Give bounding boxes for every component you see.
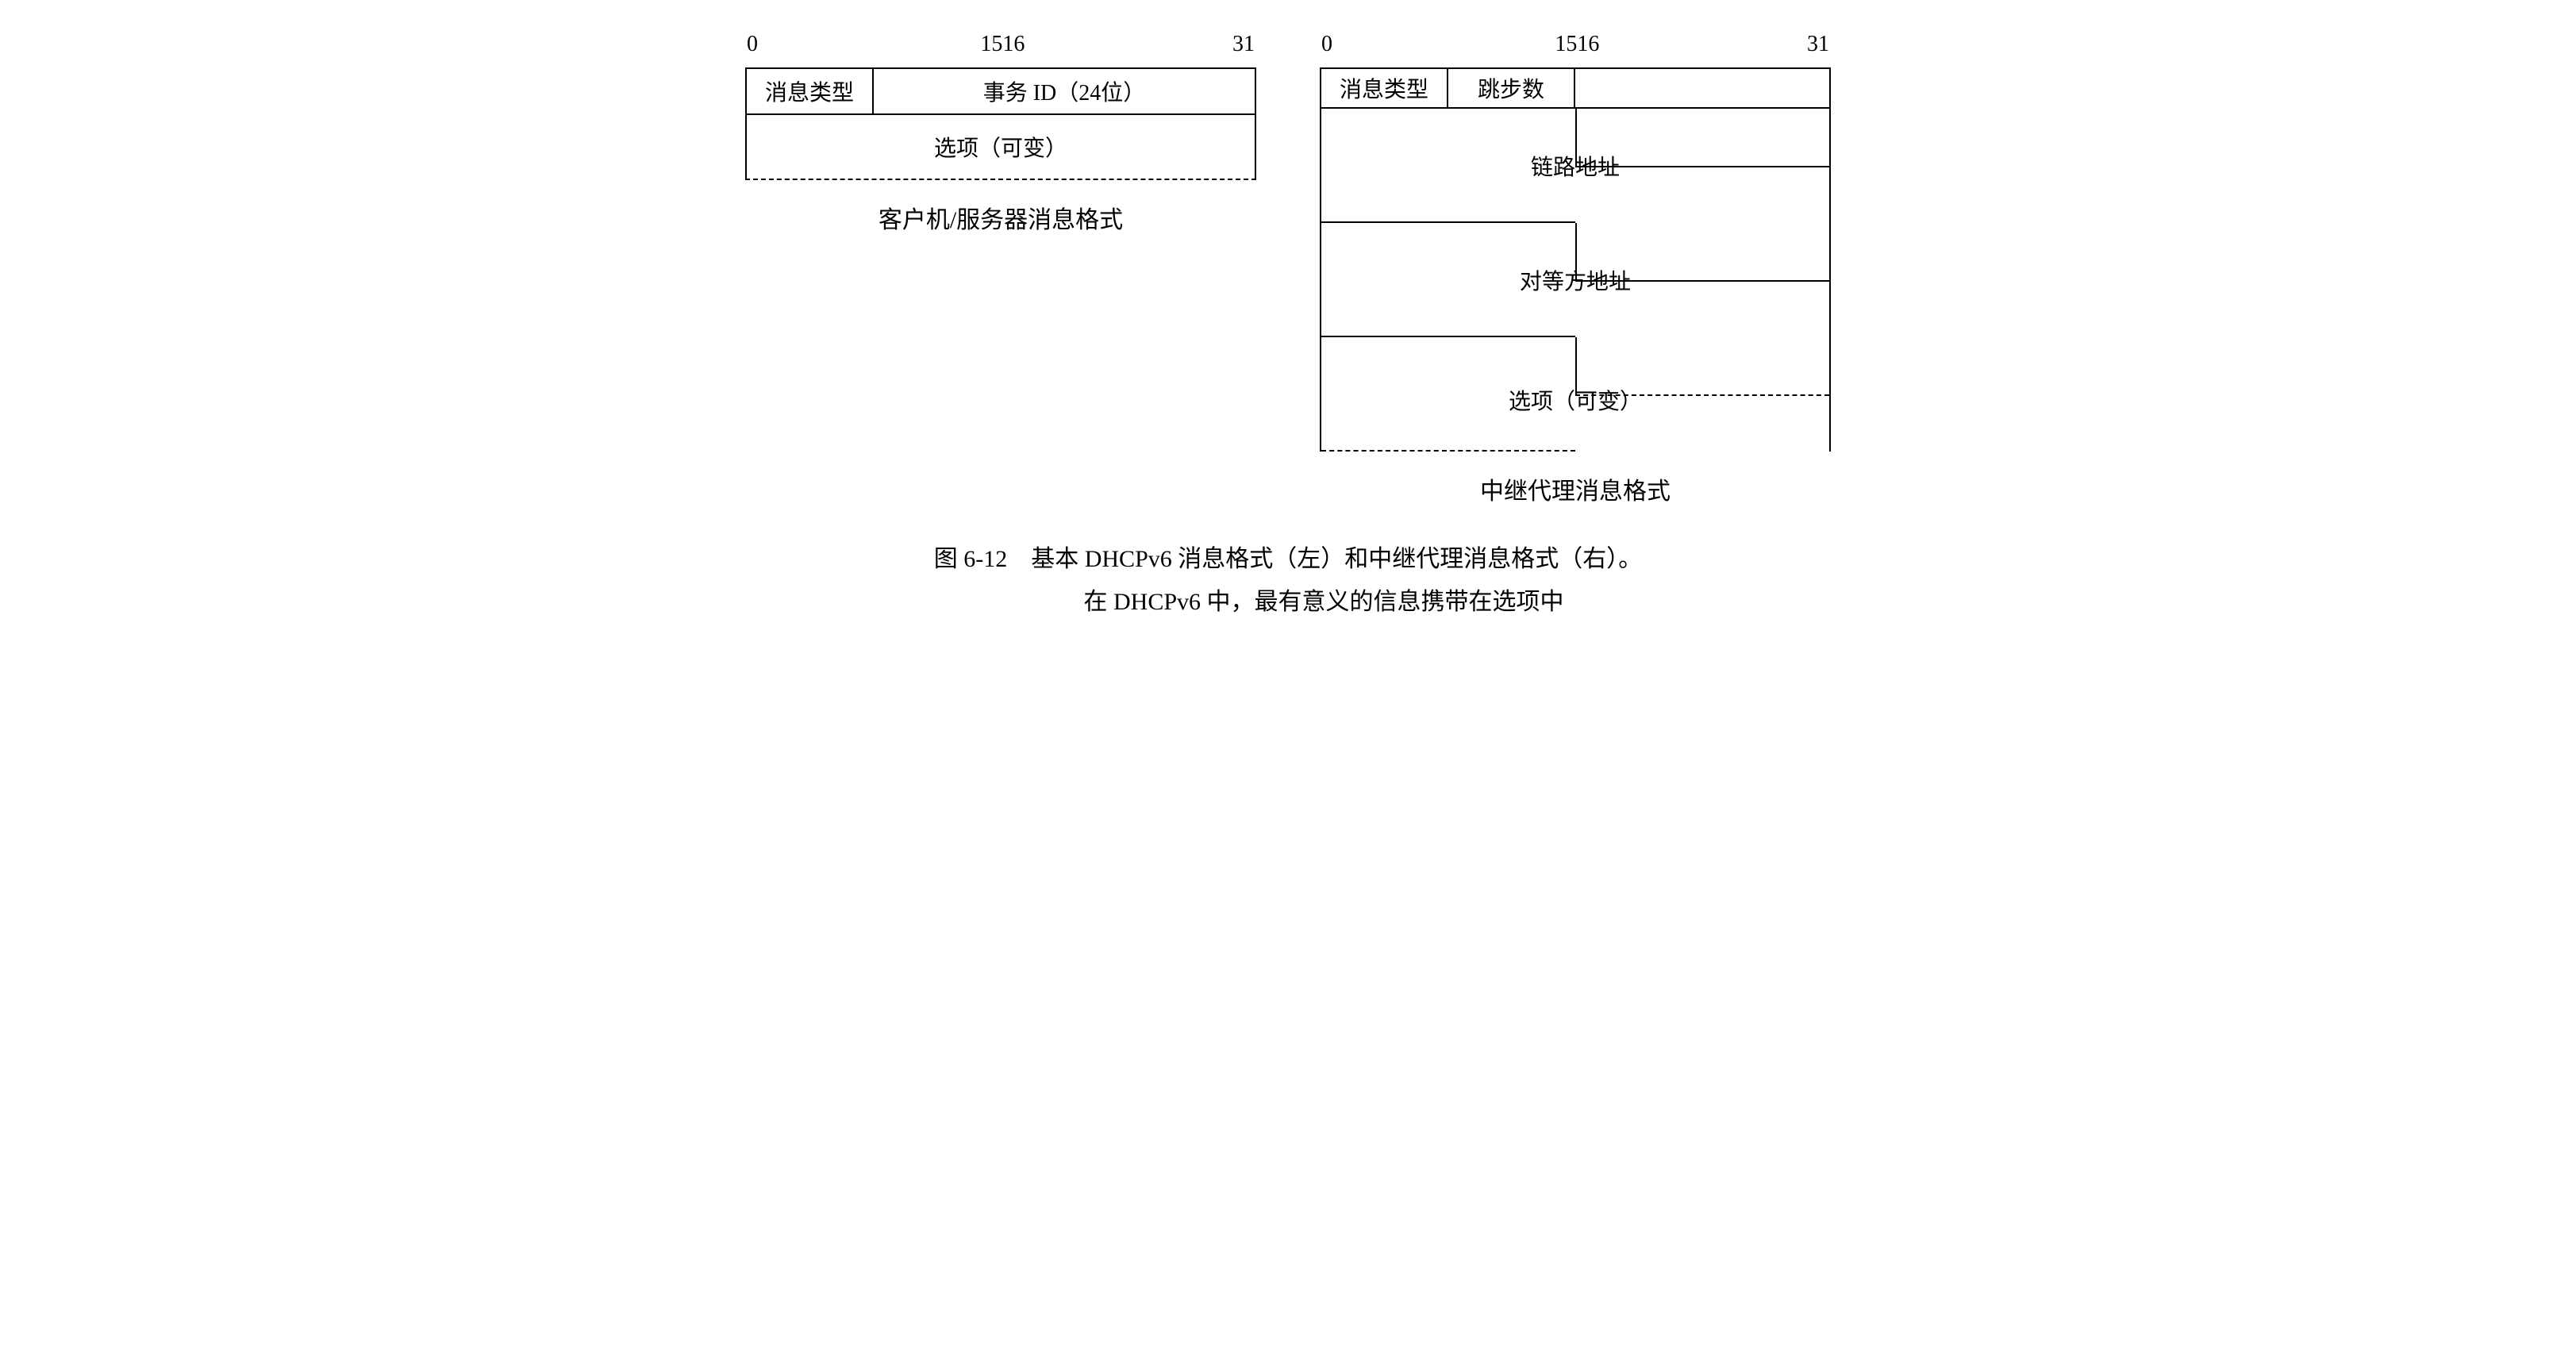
right-bit-ruler: 0 1516 31 [1321,32,1829,60]
right-row1-empty [1575,69,1829,107]
left-bit-ruler: 0 1516 31 [747,32,1255,60]
right-subtitle: 中继代理消息格式 [1480,471,1671,506]
left-format-box: 消息类型 事务 ID（24位） 选项（可变） [745,67,1256,180]
right-options-block: 选项（可变） [1321,337,1829,452]
options-label: 选项（可变） [1509,384,1642,416]
bit-label-31: 31 [1232,32,1255,57]
bottom-dash-left [1321,450,1575,452]
right-peer-addr-block: 对等方地址 [1321,223,1829,337]
diagram-container: 0 1516 31 消息类型 事务 ID（24位） 选项（可变） 客户机/服务器… [32,32,2544,506]
left-row1: 消息类型 事务 ID（24位） [747,69,1255,115]
peer-addr-label: 对等方地址 [1520,264,1631,296]
caption-line1: 图 6-12 基本 DHCPv6 消息格式（左）和中继代理消息格式（右）。 [32,538,2544,581]
left-subtitle: 客户机/服务器消息格式 [879,200,1123,235]
left-trans-id-cell: 事务 ID（24位） [874,69,1255,113]
caption-line2: 在 DHCPv6 中，最有意义的信息携带在选项中 [32,581,2544,624]
left-msg-type-cell: 消息类型 [747,69,874,113]
right-link-addr-block: 链路地址 [1321,107,1829,223]
figure-caption: 图 6-12 基本 DHCPv6 消息格式（左）和中继代理消息格式（右）。 在 … [32,538,2544,624]
bit-label-0-r: 0 [1321,32,1332,57]
bit-label-1516: 1516 [980,32,1025,57]
bit-label-1516-r: 1516 [1555,32,1599,57]
left-options-cell: 选项（可变） [745,115,1256,180]
right-diagram: 0 1516 31 消息类型 跳步数 链路地址 [1320,32,1831,506]
right-row1: 消息类型 跳步数 [1321,69,1829,107]
left-diagram: 0 1516 31 消息类型 事务 ID（24位） 选项（可变） 客户机/服务器… [745,32,1256,235]
bit-label-31-r: 31 [1807,32,1829,57]
right-msg-type-cell: 消息类型 [1321,69,1448,107]
link-addr-label: 链路地址 [1531,150,1620,182]
right-hop-count-cell: 跳步数 [1448,69,1575,107]
bit-label-0: 0 [747,32,758,57]
right-format-box: 消息类型 跳步数 链路地址 对等方地址 选 [1320,67,1831,452]
